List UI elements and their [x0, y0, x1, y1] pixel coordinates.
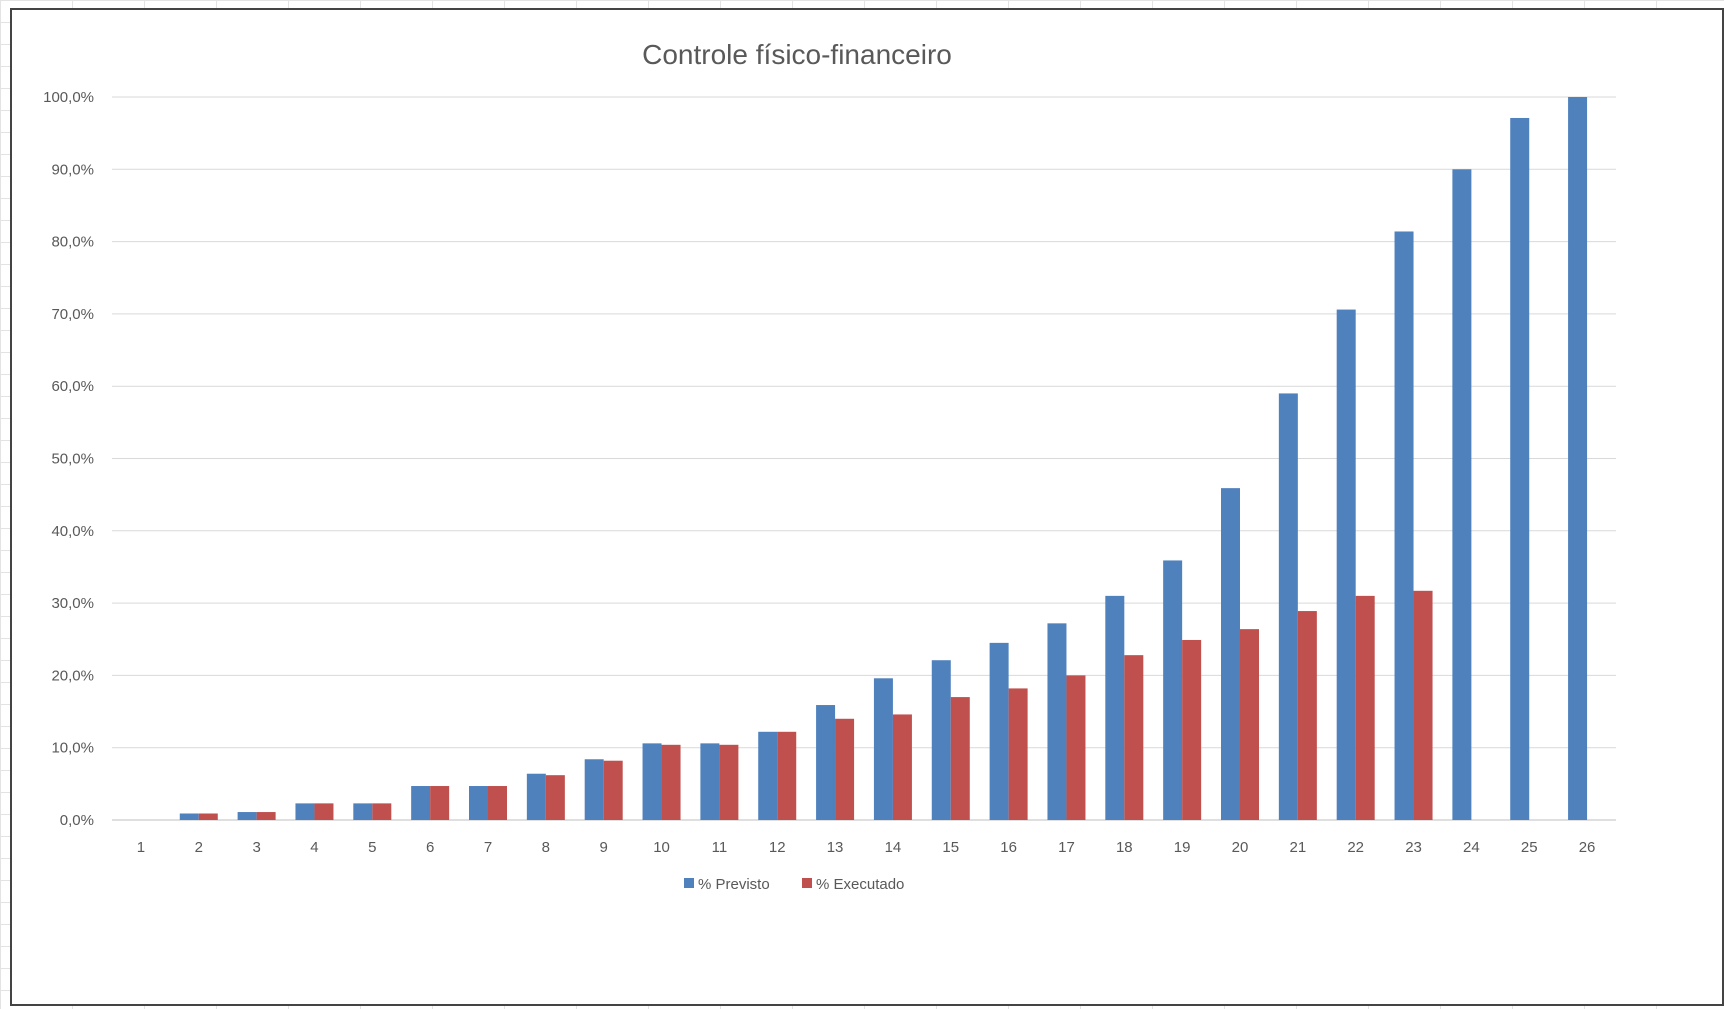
bar-previsto[interactable] [1278, 393, 1298, 820]
x-tick-label: 13 [827, 839, 844, 856]
bar-executado[interactable] [1297, 611, 1317, 820]
y-tick-label: 100,0% [43, 89, 94, 106]
chart-title: Controle físico-financeiro [642, 39, 952, 70]
bar-previsto[interactable] [873, 678, 893, 820]
x-tick-label: 11 [712, 839, 728, 856]
y-tick-label: 40,0% [51, 523, 94, 540]
y-tick-label: 0,0% [60, 812, 94, 829]
bar-executado[interactable] [1066, 675, 1086, 820]
x-tick-label: 24 [1463, 839, 1480, 856]
bar-previsto[interactable] [758, 731, 778, 820]
x-tick-label: 26 [1579, 839, 1596, 856]
x-tick-label: 15 [942, 839, 959, 856]
bar-executado[interactable] [777, 731, 797, 820]
legend-label-previsto: % Previsto [698, 876, 770, 893]
x-tick-label: 6 [426, 839, 434, 856]
bar-previsto[interactable] [179, 813, 199, 820]
x-tick-label: 25 [1521, 839, 1538, 856]
x-tick-label: 1 [137, 839, 145, 856]
y-tick-label: 80,0% [51, 234, 94, 251]
bar-previsto[interactable] [1047, 623, 1067, 820]
x-tick-label: 17 [1058, 839, 1075, 856]
chart-svg: Controle físico-financeiro 0,0%10,0%20,0… [43, 39, 1616, 893]
bar-executado[interactable] [256, 812, 276, 820]
x-tick-label: 5 [368, 839, 376, 856]
bar-executado[interactable] [892, 714, 912, 820]
bar-previsto[interactable] [237, 812, 257, 820]
x-tick-label: 23 [1405, 839, 1422, 856]
bar-executado[interactable] [1355, 595, 1375, 820]
bar-executado[interactable] [1008, 688, 1028, 820]
bar-previsto[interactable] [1452, 169, 1472, 821]
bar-previsto[interactable] [931, 660, 951, 820]
bar-executado[interactable] [372, 803, 392, 820]
bar-executado[interactable] [1124, 655, 1144, 820]
legend-swatch-previsto [684, 878, 694, 888]
bar-previsto[interactable] [1105, 595, 1125, 820]
y-tick-label: 90,0% [51, 161, 94, 178]
bar-previsto[interactable] [1221, 488, 1240, 820]
bar-executado[interactable] [950, 697, 970, 820]
bar-executado[interactable] [835, 718, 855, 820]
bar-previsto[interactable] [295, 803, 315, 820]
x-tick-label: 14 [885, 839, 902, 856]
bar-executado[interactable] [488, 786, 507, 820]
x-tick-label: 16 [1000, 839, 1017, 856]
x-tick-label: 19 [1174, 839, 1191, 856]
y-tick-label: 70,0% [51, 306, 94, 323]
bar-executado[interactable] [198, 813, 218, 820]
x-tick-label: 3 [252, 839, 260, 856]
bar-executado[interactable] [1413, 590, 1433, 820]
bar-previsto[interactable] [526, 773, 546, 820]
bars [179, 97, 1588, 821]
bar-executado[interactable] [1240, 629, 1259, 820]
bar-previsto[interactable] [1163, 560, 1183, 820]
x-tick-label: 9 [600, 839, 608, 856]
bar-previsto[interactable] [700, 743, 720, 820]
bar-previsto[interactable] [642, 743, 662, 820]
bar-executado[interactable] [603, 760, 623, 820]
bar-executado[interactable] [661, 744, 681, 820]
y-tick-label: 20,0% [51, 667, 94, 684]
x-tick-label: 7 [484, 839, 492, 856]
bar-previsto[interactable] [1510, 117, 1530, 821]
legend-label-executado: % Executado [816, 876, 904, 893]
y-tick-label: 60,0% [51, 378, 94, 395]
y-tick-label: 30,0% [51, 595, 94, 612]
y-tick-label: 50,0% [51, 451, 94, 468]
bar-executado[interactable] [545, 775, 565, 820]
legend: % Previsto % Executado [684, 876, 904, 893]
bar-previsto[interactable] [989, 642, 1009, 820]
x-tick-label: 2 [195, 839, 203, 856]
x-tick-label: 4 [310, 839, 318, 856]
y-tick-label: 10,0% [51, 740, 94, 757]
bar-previsto[interactable] [1336, 309, 1356, 820]
bar-previsto[interactable] [1568, 97, 1588, 820]
bar-executado[interactable] [1182, 639, 1202, 820]
bar-previsto[interactable] [469, 786, 488, 820]
bar-previsto[interactable] [411, 786, 431, 820]
bar-previsto[interactable] [584, 759, 604, 820]
x-tick-label: 22 [1347, 839, 1364, 856]
x-tick-label: 21 [1290, 839, 1307, 856]
bar-previsto[interactable] [1394, 231, 1414, 820]
bar-executado[interactable] [430, 786, 450, 820]
x-tick-label: 18 [1116, 839, 1133, 856]
x-tick-label: 20 [1232, 839, 1249, 856]
bar-executado[interactable] [314, 803, 334, 820]
x-tick-label: 8 [542, 839, 550, 856]
x-axis-ticks: 1 2 3 4 5 6 7 8 9 10 11 12 13 14 15 16 17 18 19 20 21 22 23 24 2… [137, 839, 1596, 856]
y-axis-ticks: 0,0% 10,0% 20,0% 30,0% 40,0% 50,0% 60,0% 70,0% 8… [43, 89, 94, 829]
bar-previsto[interactable] [816, 705, 836, 820]
legend-swatch-executado [802, 878, 812, 888]
x-tick-label: 10 [653, 839, 670, 856]
chart-frame[interactable]: Controle físico-financeiro 0,0% 10,0% 20,0… [10, 8, 1724, 1006]
grid-lines [112, 96, 1616, 821]
x-tick-label: 12 [769, 839, 786, 856]
bar-executado[interactable] [719, 744, 739, 820]
bar-previsto[interactable] [353, 803, 373, 820]
